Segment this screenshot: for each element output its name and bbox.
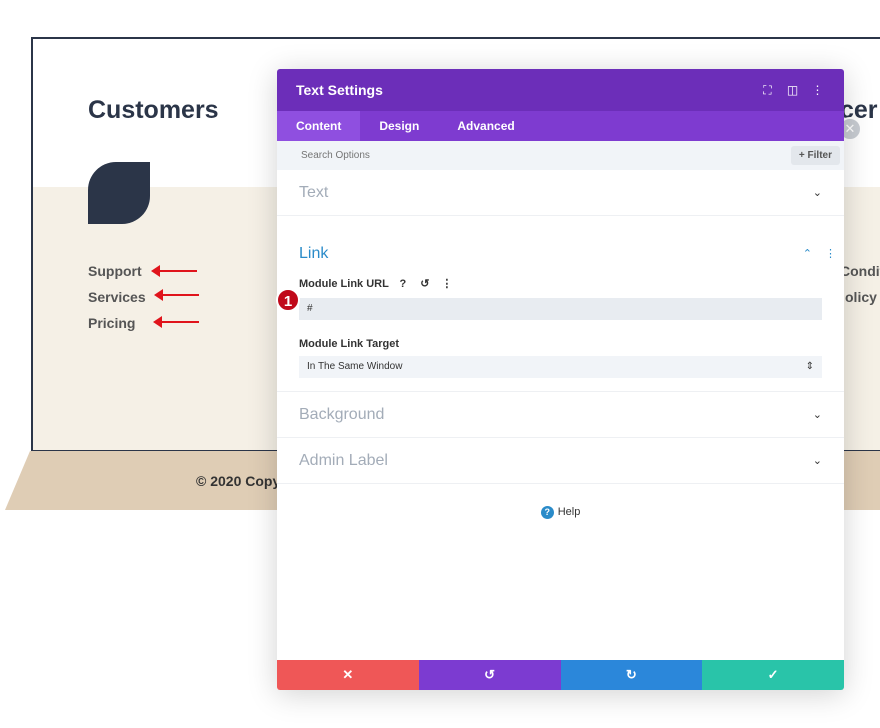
module-link-target-text: Module Link Target <box>299 338 400 350</box>
module-link-url-label: Module Link URL ? ↺ ⋮ <box>277 276 844 292</box>
tab-bar: Content Design Advanced <box>277 111 844 141</box>
section-text: Text ⌄ <box>277 170 844 216</box>
search-input[interactable] <box>299 149 791 162</box>
services-link[interactable]: Services <box>88 289 146 305</box>
modal-header: Text Settings ⛶ ◫ ⋮ <box>277 69 844 111</box>
tab-content[interactable]: Content <box>277 111 361 141</box>
help-link[interactable]: ? Help <box>277 506 844 519</box>
chevron-down-icon[interactable]: ⌄ <box>812 187 822 199</box>
section-text-title: Text <box>299 183 329 201</box>
section-background-header[interactable]: Background ⌄ <box>277 392 844 437</box>
section-link-title: Link <box>299 244 329 262</box>
help-icon[interactable]: ? <box>399 278 407 290</box>
section-background: Background ⌄ <box>277 392 844 438</box>
select-arrows-icon: ⇕ <box>805 361 814 372</box>
more-options-icon[interactable]: ⋮ <box>441 278 453 290</box>
leaf-shape <box>88 162 150 224</box>
split-view-icon[interactable]: ◫ <box>786 83 799 97</box>
search-row: + Filter <box>277 141 844 170</box>
cancel-button[interactable]: ✕ <box>277 660 419 690</box>
tab-design[interactable]: Design <box>379 119 420 133</box>
section-admin-label: Admin Label ⌄ <box>277 438 844 484</box>
pricing-link[interactable]: Pricing <box>88 315 136 331</box>
section-link: Link ⌃ ⋮ Module Link URL ? ↺ ⋮ # Module … <box>277 216 844 392</box>
module-link-url-text: Module Link URL <box>299 278 389 290</box>
module-link-target-select[interactable]: In The Same Window ⇕ <box>299 356 822 378</box>
help-label: Help <box>557 506 581 518</box>
chevron-up-icon[interactable]: ⌃ <box>802 248 812 260</box>
reset-icon[interactable]: ↺ <box>420 278 430 290</box>
save-button[interactable]: ✓ <box>702 660 844 690</box>
section-link-header[interactable]: Link ⌃ ⋮ <box>277 216 844 276</box>
undo-button[interactable]: ↺ <box>418 660 561 690</box>
support-link[interactable]: Support <box>88 263 142 279</box>
filter-button[interactable]: + Filter <box>790 146 840 165</box>
section-admin-label-header[interactable]: Admin Label ⌄ <box>277 438 844 483</box>
right-link-peek[interactable]: olicy <box>845 289 877 305</box>
modal-footer: ✕ ↺ ↻ ✓ <box>277 660 844 690</box>
module-link-target-value: In The Same Window <box>307 361 403 372</box>
help-icon: ? <box>540 506 554 519</box>
arrow-icon <box>151 265 197 277</box>
more-options-icon[interactable]: ⋮ <box>811 83 824 97</box>
step-badge: 1 <box>276 288 300 312</box>
modal-title: Text Settings <box>296 82 383 98</box>
arrow-icon <box>153 316 199 328</box>
customers-heading: Customers <box>88 96 219 124</box>
module-link-url-input[interactable]: # <box>299 298 822 320</box>
tab-advanced[interactable]: Advanced <box>457 119 515 133</box>
more-options-icon[interactable]: ⋮ <box>825 248 836 260</box>
section-text-header[interactable]: Text ⌄ <box>277 170 844 215</box>
expand-icon[interactable]: ⛶ <box>763 82 772 97</box>
section-background-title: Background <box>299 405 385 423</box>
right-link-peek[interactable]: Condit <box>840 263 880 279</box>
copyright-text: © 2020 Copy <box>196 473 281 489</box>
chevron-down-icon[interactable]: ⌄ <box>812 409 822 421</box>
section-admin-label-title: Admin Label <box>299 451 388 469</box>
chevron-down-icon[interactable]: ⌄ <box>812 455 822 467</box>
module-link-target-label: Module Link Target <box>277 338 844 350</box>
redo-button[interactable]: ↻ <box>560 660 703 690</box>
arrow-icon <box>154 289 199 301</box>
text-settings-modal: Text Settings ⛶ ◫ ⋮ Content Design Advan… <box>277 69 844 690</box>
